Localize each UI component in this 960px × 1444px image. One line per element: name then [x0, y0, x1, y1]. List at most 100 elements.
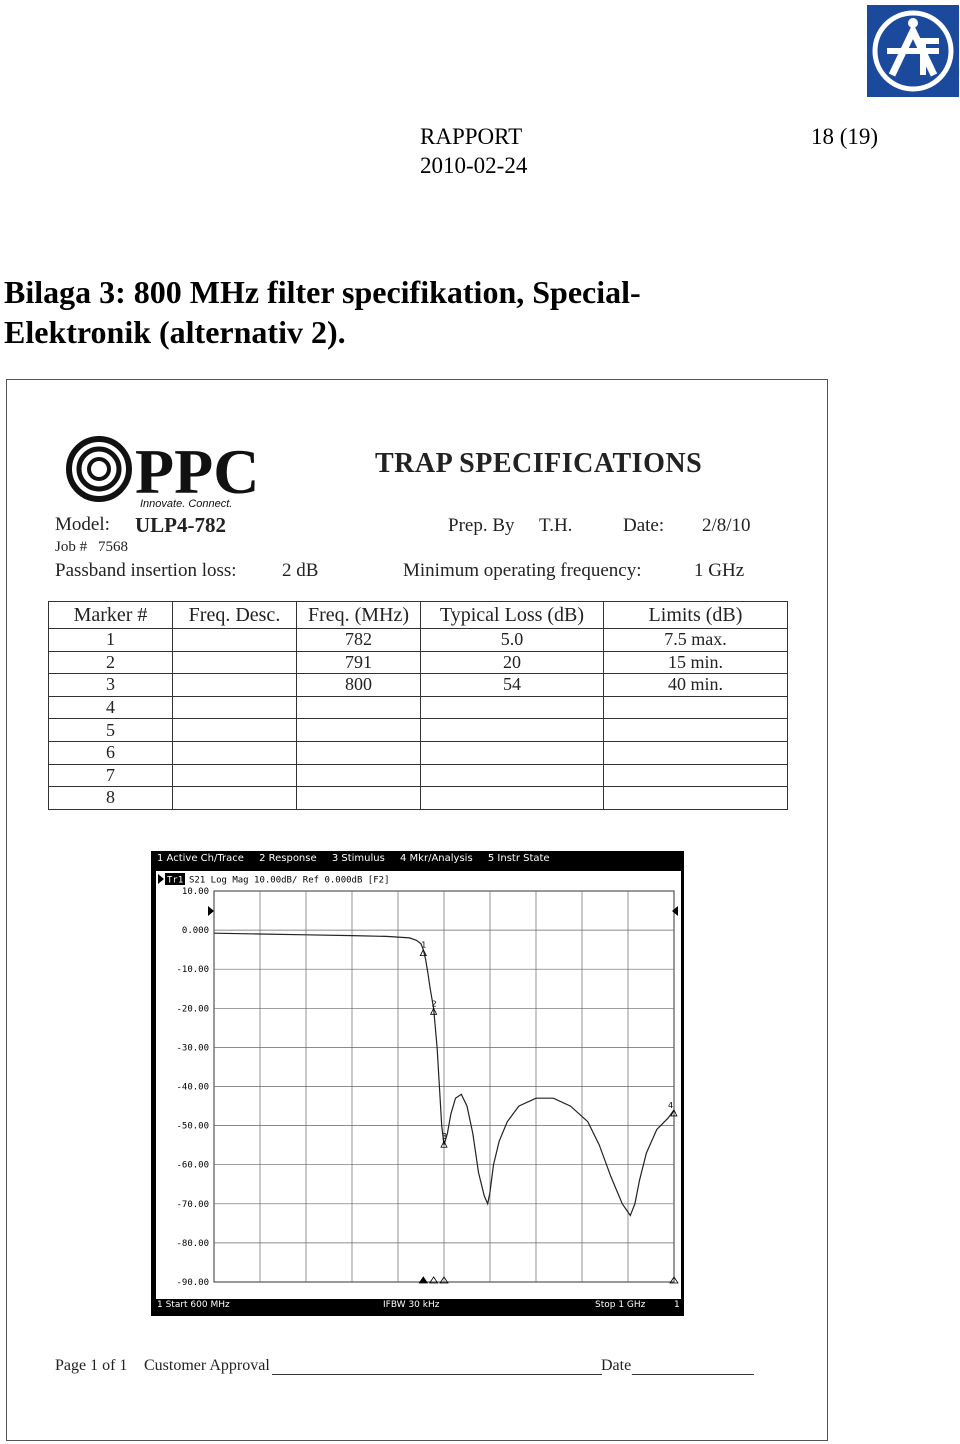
table-cell: 5.0	[420, 628, 604, 652]
table-cell	[296, 718, 421, 742]
model-label: Model:	[55, 514, 110, 535]
marker-axis-triangle	[669, 1276, 679, 1284]
prep-value: T.H.	[539, 515, 573, 536]
y-tick-label: -50.00	[176, 1122, 209, 1132]
table-row: 3 800 54 40 min.	[48, 673, 788, 697]
y-tick-label: -80.00	[176, 1239, 209, 1249]
y-tick-label: -20.00	[176, 1004, 209, 1014]
af-logo-icon	[867, 5, 959, 97]
status-ifbw: IFBW 30 kHz	[383, 1300, 440, 1310]
report-date: 2010-02-24	[420, 153, 528, 178]
table-cell: 15 min.	[603, 650, 788, 675]
status-stop: Stop 1 GHz	[595, 1300, 646, 1310]
y-tick-label: -10.00	[176, 965, 209, 975]
table-cell: 4	[48, 695, 173, 720]
table-cell: 1	[48, 628, 173, 652]
trace-info: S21 Log Mag 10.00dB/ Ref 0.000dB [F2]	[189, 876, 389, 886]
col-freq-desc: Freq. Desc.	[172, 601, 297, 629]
y-tick-labels: 10.00 0.000 -10.00 -20.00 -30.00 -40.00 -50.00…	[176, 887, 209, 1288]
table-cell	[172, 673, 297, 697]
analyzer-menu-bar: 1 Active Ch/Trace 2 Response 3 Stimulus …	[157, 853, 562, 864]
heading-line-1: Bilaga 3: 800 MHz filter specifikation, …	[4, 274, 641, 310]
table-cell	[603, 786, 788, 810]
table-row: 6	[48, 740, 788, 765]
heading-line-2: Elektronik (alternativ 2).	[4, 314, 346, 350]
trace-active-marker-icon	[158, 874, 164, 884]
ref-level-left-icon	[208, 906, 214, 916]
job-label: Job #	[55, 539, 88, 555]
table-cell	[603, 718, 788, 742]
table-cell	[172, 628, 297, 652]
marker-label: 2	[432, 999, 437, 1008]
analyzer-screen: 1 Active Ch/Trace 2 Response 3 Stimulus …	[151, 851, 684, 1316]
s21-plot: Tr1 S21 Log Mag 10.00dB/ Ref 0.000dB [F2…	[158, 873, 679, 1288]
table-cell	[172, 650, 297, 675]
min-freq-value: 1 GHz	[694, 560, 745, 581]
table-cell	[296, 740, 421, 765]
spec-title: TRAP SPECIFICATIONS	[375, 448, 703, 479]
table-cell	[172, 718, 297, 742]
page-heading: Bilaga 3: 800 MHz filter specifikation, …	[4, 272, 764, 352]
menu-mkr-analysis: 4 Mkr/Analysis	[400, 853, 473, 864]
trace-tag-bg	[165, 873, 185, 885]
table-row: 4	[48, 695, 788, 720]
menu-response: 2 Response	[259, 853, 317, 864]
y-tick-label: 10.00	[182, 887, 209, 897]
y-tick-label: -40.00	[176, 1083, 209, 1093]
analyzer-plot-area: Tr1 S21 Log Mag 10.00dB/ Ref 0.000dB [F2…	[155, 870, 682, 1300]
approval-signature-line	[272, 1374, 602, 1375]
page-number: 18 (19)	[811, 124, 879, 149]
col-freq-mhz: Freq. (MHz)	[296, 601, 421, 629]
marker-label: 3	[442, 1132, 447, 1141]
marker-triangle	[419, 948, 427, 957]
y-tick-label: -30.00	[176, 1043, 209, 1053]
table-cell: 7.5 max.	[603, 628, 788, 652]
ppc-logo-icon: PPC Innovate. Connect.	[66, 436, 255, 510]
spec-sheet: PPC Innovate. Connect. TRAP SPECIFICATIO…	[6, 379, 828, 1441]
table-row: 2 791 20 15 min.	[48, 650, 788, 675]
table-cell: 2	[48, 650, 173, 675]
y-tick-label: -90.00	[176, 1278, 209, 1288]
plot-grid	[213, 890, 675, 1283]
model-value: ULP4-782	[135, 513, 226, 537]
table-cell: 5	[48, 718, 173, 742]
table-cell	[420, 740, 604, 765]
table-cell	[420, 786, 604, 810]
table-cell	[296, 695, 421, 720]
job-value: 7568	[98, 539, 128, 555]
table-cell	[172, 763, 297, 788]
marker-triangle	[670, 1109, 678, 1117]
ppc-logo-tagline: Innovate. Connect.	[140, 498, 232, 510]
col-typical-loss: Typical Loss (dB)	[420, 601, 604, 629]
ppc-logo-text: PPC	[135, 436, 255, 507]
table-cell: 791	[296, 650, 421, 675]
table-cell: 782	[296, 628, 421, 652]
analyzer-status-bar: 1 Start 600 MHz IFBW 30 kHz Stop 1 GHz 1	[157, 1300, 680, 1310]
table-cell: 3	[48, 673, 173, 697]
table-row: 8	[48, 786, 788, 810]
table-cell	[296, 786, 421, 810]
table-header-row: Marker # Freq. Desc. Freq. (MHz) Typical…	[48, 601, 788, 629]
table-cell	[420, 718, 604, 742]
table-cell	[172, 786, 297, 810]
marker-triangle	[440, 1140, 448, 1148]
menu-active-ch-trace: 1 Active Ch/Trace	[157, 853, 244, 864]
ref-level-right-icon	[672, 906, 678, 916]
date-signature-line	[632, 1374, 754, 1375]
table-cell	[172, 695, 297, 720]
table-cell	[172, 740, 297, 765]
marker-axis-triangle	[428, 1276, 439, 1284]
table-cell: 20	[420, 650, 604, 675]
table-row: 1 782 5.0 7.5 max.	[48, 628, 788, 652]
y-tick-label: 0.000	[182, 926, 209, 936]
table-row: 7	[48, 763, 788, 788]
marker-table: Marker # Freq. Desc. Freq. (MHz) Typical…	[48, 601, 788, 810]
min-freq-label: Minimum operating frequency:	[403, 560, 642, 581]
passband-value: 2 dB	[282, 560, 319, 581]
table-cell: 54	[420, 673, 604, 697]
table-row: 5	[48, 718, 788, 742]
marker-label: 1	[421, 941, 426, 950]
report-label: RAPPORT	[420, 124, 523, 149]
y-tick-label: -60.00	[176, 1161, 209, 1171]
marker-axis-triangle	[418, 1276, 429, 1284]
